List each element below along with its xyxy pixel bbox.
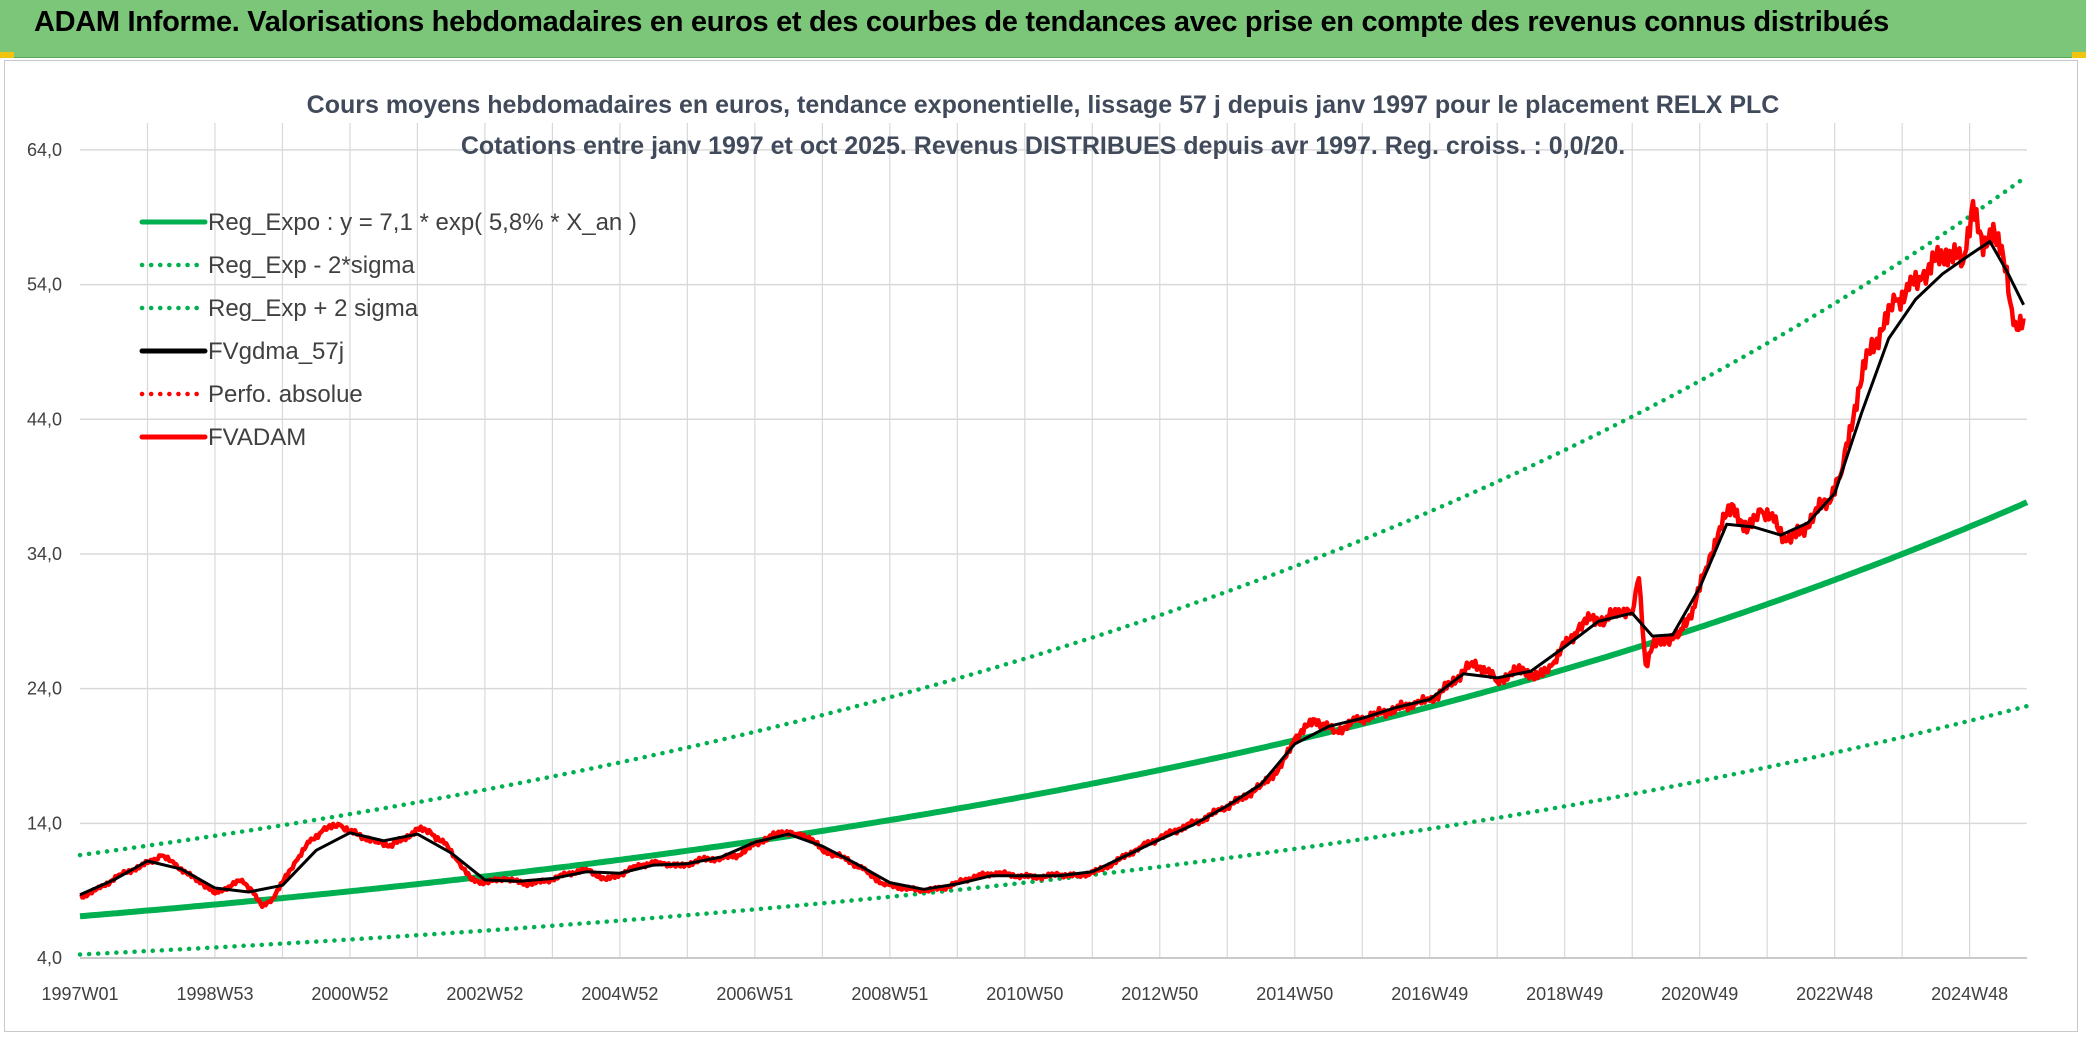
grid-lines bbox=[80, 123, 2027, 959]
legend-label-reg: Reg_Expo : y = 7,1 * exp( 5,8% * X_an ) bbox=[208, 209, 637, 236]
y-tick-label: 24,0 bbox=[27, 679, 62, 699]
x-tick-label: 2008W51 bbox=[851, 984, 928, 1004]
x-tick-label: 2004W52 bbox=[581, 984, 658, 1004]
legend-label-perf: Perfo. absolue bbox=[208, 381, 363, 408]
x-tick-label: 2014W50 bbox=[1256, 984, 1333, 1004]
x-tick-label: 2000W52 bbox=[311, 984, 388, 1004]
axis-ticks: 4,0 14,0 24,0 34,0 44,0 54,0 64,0 1997W01 1998W5… bbox=[27, 140, 2008, 1004]
x-tick-label: 2022W48 bbox=[1796, 984, 1873, 1004]
legend-label-low: Reg_Exp - 2*sigma bbox=[208, 252, 415, 279]
x-tick-label: 1997W01 bbox=[41, 984, 118, 1004]
y-tick-label: 34,0 bbox=[27, 544, 62, 564]
series-fvgdma-57j bbox=[79, 240, 2025, 897]
y-tick-label: 14,0 bbox=[27, 813, 62, 833]
x-tick-label: 2018W49 bbox=[1526, 984, 1603, 1004]
report-banner: ADAM Informe. Valorisations hebdomadaire… bbox=[0, 0, 2086, 58]
corner-accent-left bbox=[0, 52, 14, 58]
y-tick-label: 4,0 bbox=[37, 948, 62, 968]
legend-label-high: Reg_Exp + 2 sigma bbox=[208, 295, 419, 322]
report-title: ADAM Informe. Valorisations hebdomadaire… bbox=[34, 6, 1889, 38]
x-tick-label: 2010W50 bbox=[986, 984, 1063, 1004]
x-tick-label: 2016W49 bbox=[1391, 984, 1468, 1004]
x-tick-label: 2020W49 bbox=[1661, 984, 1738, 1004]
legend-label-ma: FVgdma_57j bbox=[208, 338, 344, 365]
legend-label-adam: FVADAM bbox=[208, 424, 306, 451]
series-reg-minus-2sigma bbox=[77, 703, 2030, 957]
chart-title: Cours moyens hebdomadaires en euros, ten… bbox=[307, 91, 1780, 119]
x-tick-label: 2012W50 bbox=[1121, 984, 1198, 1004]
x-tick-label: 1998W53 bbox=[176, 984, 253, 1004]
corner-accent-right bbox=[2072, 52, 2086, 58]
chart-series bbox=[77, 173, 2030, 957]
x-tick-label: 2024W48 bbox=[1931, 984, 2008, 1004]
x-tick-label: 2002W52 bbox=[446, 984, 523, 1004]
legend: Reg_Expo : y = 7,1 * exp( 5,8% * X_an ) R… bbox=[139, 209, 637, 451]
series-reg-plus-2sigma bbox=[77, 173, 2030, 858]
x-tick-label: 2006W51 bbox=[716, 984, 793, 1004]
y-tick-label: 54,0 bbox=[27, 275, 62, 295]
y-tick-label: 64,0 bbox=[27, 140, 62, 160]
chart-subtitle: Cotations entre janv 1997 et oct 2025. R… bbox=[461, 132, 1625, 160]
y-tick-label: 44,0 bbox=[27, 409, 62, 429]
series-fvadam bbox=[79, 198, 2026, 910]
series-reg-expo bbox=[79, 499, 2029, 920]
